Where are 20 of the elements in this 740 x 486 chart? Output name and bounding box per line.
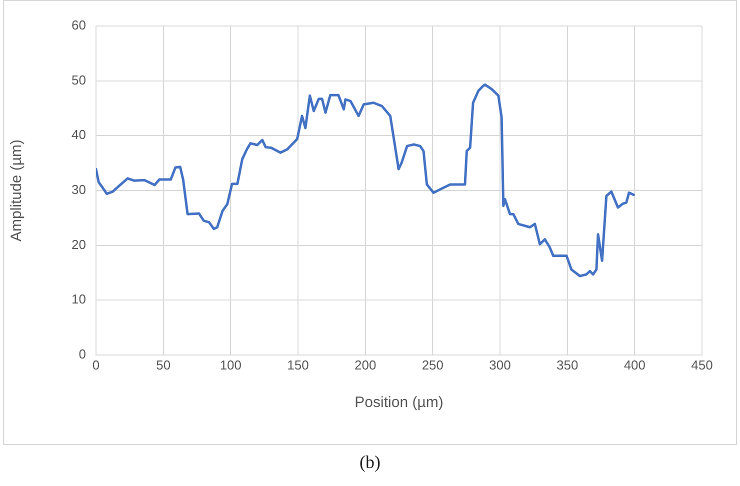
x-tick-label: 450 <box>691 357 713 372</box>
x-axis-title: Position (µm) <box>354 394 444 412</box>
x-tick-label: 300 <box>489 357 511 372</box>
y-tick-label: 10 <box>72 292 86 307</box>
x-tick-label: 200 <box>354 357 376 372</box>
y-tick-label: 0 <box>78 346 86 362</box>
x-tick-label: 0 <box>92 357 100 372</box>
y-tick-label: 50 <box>72 72 86 88</box>
text: (b) <box>358 452 382 473</box>
y-tick-label: 20 <box>72 236 86 252</box>
x-tick-label: 50 <box>156 357 171 372</box>
x-tick-label: 150 <box>287 357 309 372</box>
y-tick-label: 40 <box>72 127 86 142</box>
y-tick-label: 60 <box>72 18 86 33</box>
x-tick-label: 350 <box>556 357 578 372</box>
y-tick-label: 30 <box>72 182 86 198</box>
x-tick-label: 100 <box>220 357 242 372</box>
x-tick-label: 250 <box>422 357 444 372</box>
x-tick-label: 400 <box>624 357 646 372</box>
y-axis-title: Amplitude (µm) <box>8 140 26 242</box>
